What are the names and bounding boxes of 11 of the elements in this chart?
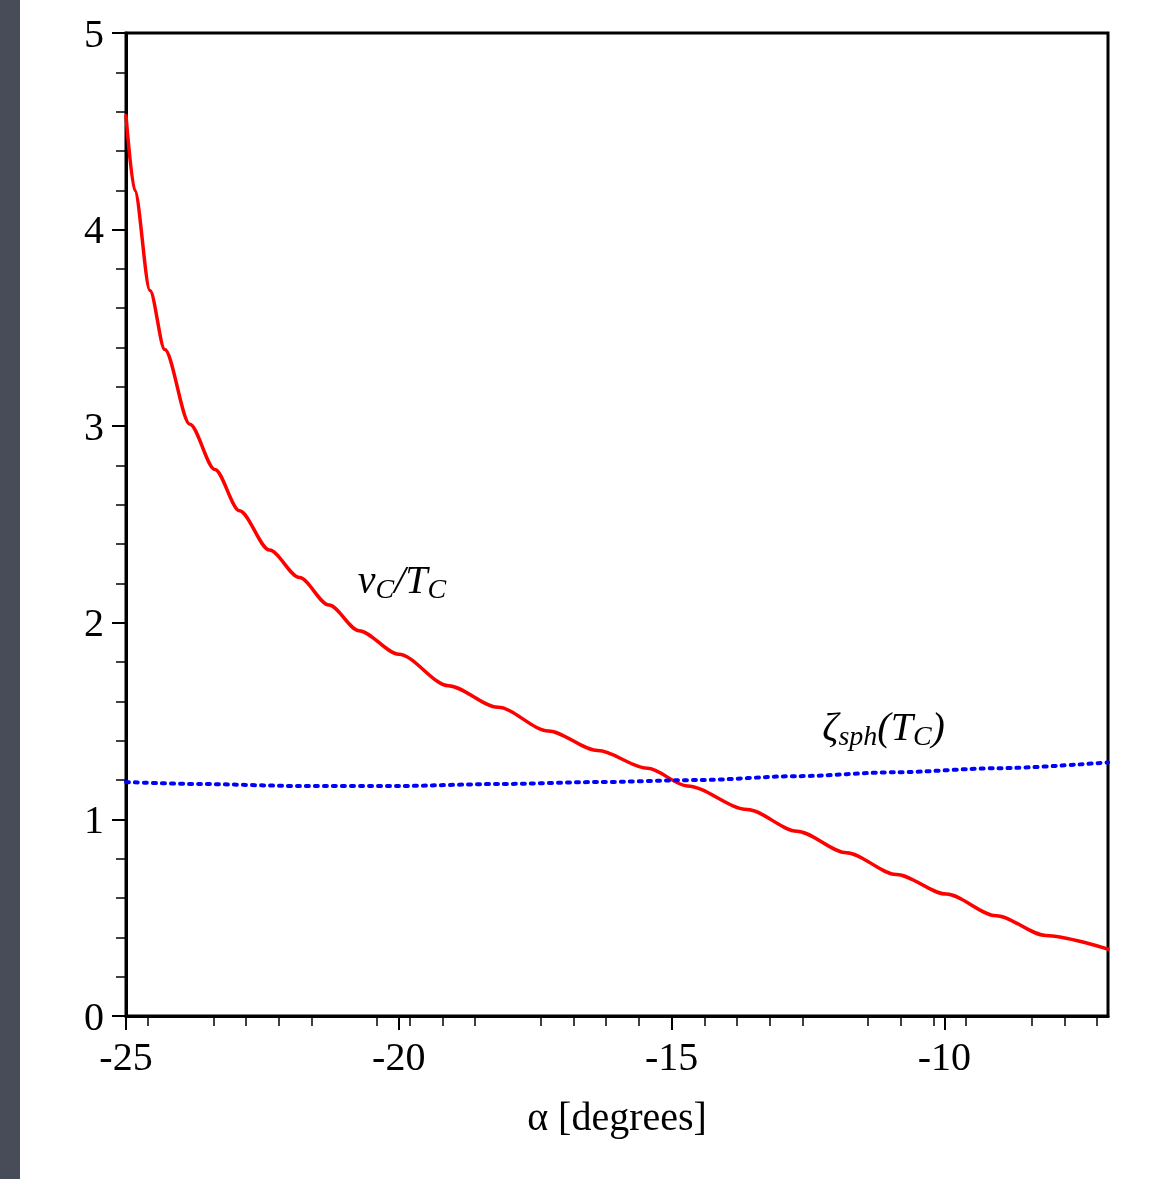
- x-tick-label: -10: [917, 1033, 971, 1079]
- x-tick-label: -15: [644, 1033, 699, 1079]
- x-axis-title: α [degrees]: [527, 1093, 707, 1139]
- y-tick-label: 3: [84, 403, 104, 449]
- y-tick-label: 1: [84, 796, 104, 842]
- line-series: [124, 113, 1110, 951]
- x-tick-label: -20: [372, 1033, 426, 1079]
- y-tick-label: 2: [84, 600, 104, 646]
- y-tick-label: 5: [84, 10, 104, 56]
- line-series: [124, 760, 1110, 788]
- y-tick-label: 4: [84, 207, 104, 253]
